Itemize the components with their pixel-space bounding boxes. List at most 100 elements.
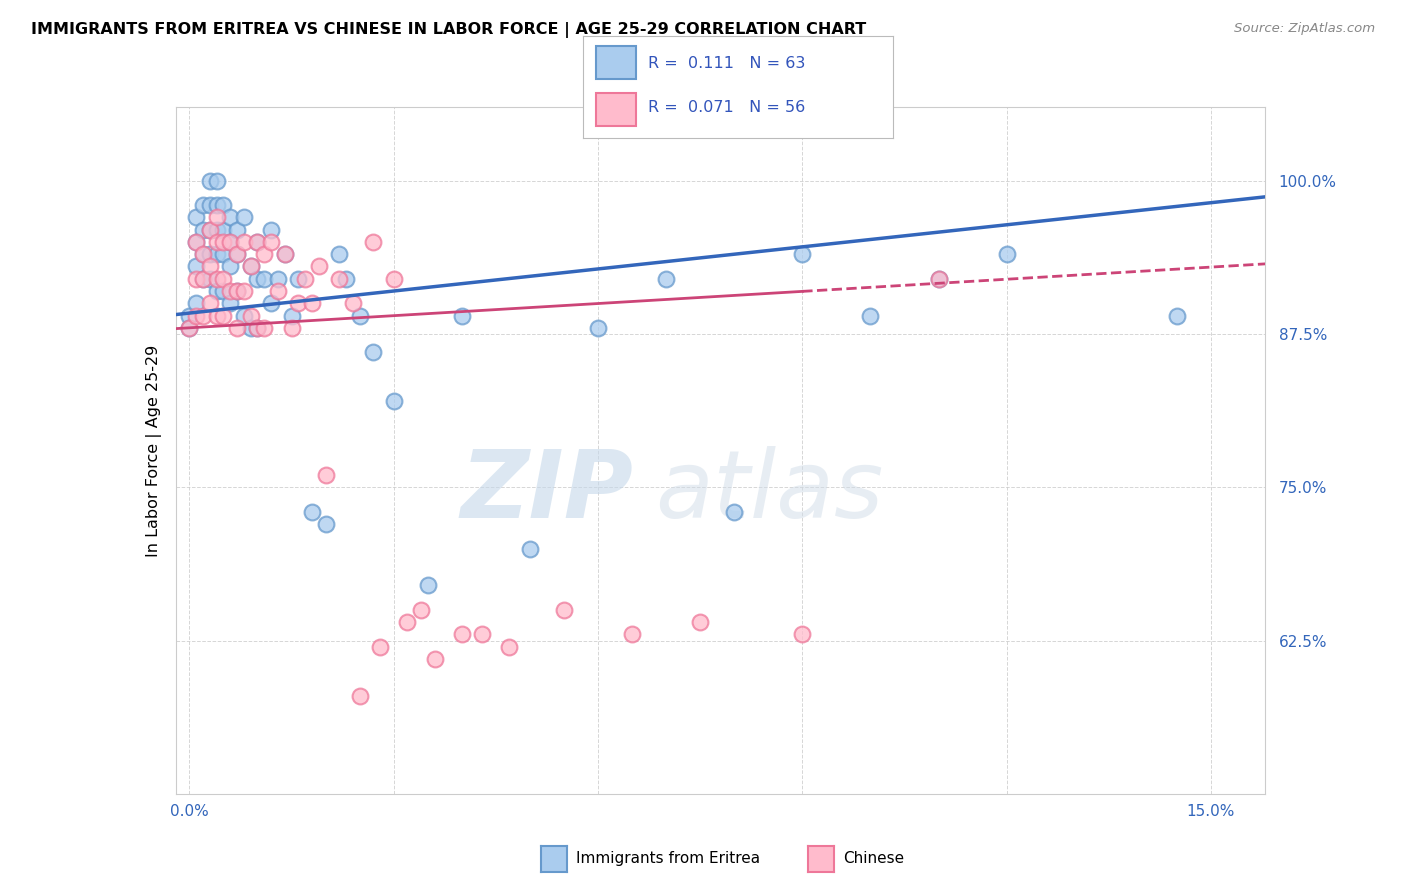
Point — [689, 615, 711, 630]
Point — [205, 271, 228, 285]
Point — [792, 247, 814, 261]
Point — [246, 235, 269, 249]
Point — [246, 321, 269, 335]
Point — [342, 296, 364, 310]
Point — [239, 260, 262, 274]
Point — [205, 309, 228, 323]
Point — [191, 198, 214, 212]
Bar — [596, 93, 636, 126]
Point — [186, 296, 208, 310]
Point — [450, 309, 472, 323]
Point — [267, 271, 290, 285]
Point — [191, 222, 214, 236]
Text: IMMIGRANTS FROM ERITREA VS CHINESE IN LABOR FORCE | AGE 25-29 CORRELATION CHART: IMMIGRANTS FROM ERITREA VS CHINESE IN LA… — [31, 22, 866, 38]
Point — [186, 211, 208, 225]
Point — [349, 689, 371, 703]
Point — [280, 321, 302, 335]
Point — [382, 394, 405, 409]
Point — [212, 198, 235, 212]
Point — [723, 505, 745, 519]
Point — [198, 198, 221, 212]
Point — [621, 627, 644, 641]
Point — [179, 309, 201, 323]
Point — [179, 321, 201, 335]
Point — [274, 247, 297, 261]
Point — [205, 247, 228, 261]
Point — [308, 260, 330, 274]
Point — [212, 235, 235, 249]
Point — [186, 260, 208, 274]
Point — [260, 296, 283, 310]
Point — [212, 247, 235, 261]
Point — [226, 247, 249, 261]
Point — [471, 627, 494, 641]
Point — [191, 271, 214, 285]
Point — [232, 235, 254, 249]
Point — [928, 271, 950, 285]
Point — [1166, 309, 1188, 323]
Point — [198, 222, 221, 236]
Point — [186, 235, 208, 249]
Point — [232, 284, 254, 298]
Point — [232, 211, 254, 225]
Point — [219, 235, 242, 249]
Text: ZIP: ZIP — [461, 446, 633, 538]
Point — [349, 309, 371, 323]
Point — [226, 284, 249, 298]
Point — [301, 505, 323, 519]
Point — [212, 309, 235, 323]
Point — [294, 271, 316, 285]
Point — [253, 247, 276, 261]
Y-axis label: In Labor Force | Age 25-29: In Labor Force | Age 25-29 — [146, 344, 162, 557]
Point — [498, 640, 520, 654]
Point — [239, 309, 262, 323]
Point — [232, 309, 254, 323]
Point — [212, 284, 235, 298]
Point — [179, 321, 201, 335]
Point — [198, 173, 221, 188]
Point — [219, 260, 242, 274]
Point — [280, 309, 302, 323]
Point — [553, 603, 575, 617]
Point — [655, 271, 678, 285]
Point — [219, 284, 242, 298]
Point — [260, 222, 283, 236]
Point — [191, 309, 214, 323]
Text: Immigrants from Eritrea: Immigrants from Eritrea — [576, 852, 761, 866]
Point — [212, 222, 235, 236]
Point — [416, 578, 439, 592]
Point — [239, 321, 262, 335]
Point — [859, 309, 882, 323]
Text: atlas: atlas — [655, 446, 883, 537]
Point — [191, 247, 214, 261]
Point — [198, 271, 221, 285]
Point — [586, 321, 609, 335]
Point — [792, 627, 814, 641]
Point — [239, 260, 262, 274]
Point — [198, 260, 221, 274]
Point — [423, 652, 446, 666]
Point — [315, 517, 337, 532]
Point — [219, 211, 242, 225]
Point — [335, 271, 357, 285]
Point — [409, 603, 432, 617]
Point — [246, 235, 269, 249]
Point — [368, 640, 391, 654]
Point — [995, 247, 1018, 261]
Point — [191, 271, 214, 285]
Point — [301, 296, 323, 310]
Point — [246, 271, 269, 285]
Point — [198, 247, 221, 261]
Point — [198, 222, 221, 236]
Point — [186, 235, 208, 249]
Point — [519, 541, 541, 556]
Text: Chinese: Chinese — [844, 852, 904, 866]
Point — [382, 271, 405, 285]
Text: R =  0.071   N = 56: R = 0.071 N = 56 — [648, 100, 806, 115]
Point — [287, 271, 309, 285]
Point — [450, 627, 472, 641]
Point — [267, 284, 290, 298]
Point — [246, 321, 269, 335]
Point — [928, 271, 950, 285]
Point — [205, 284, 228, 298]
